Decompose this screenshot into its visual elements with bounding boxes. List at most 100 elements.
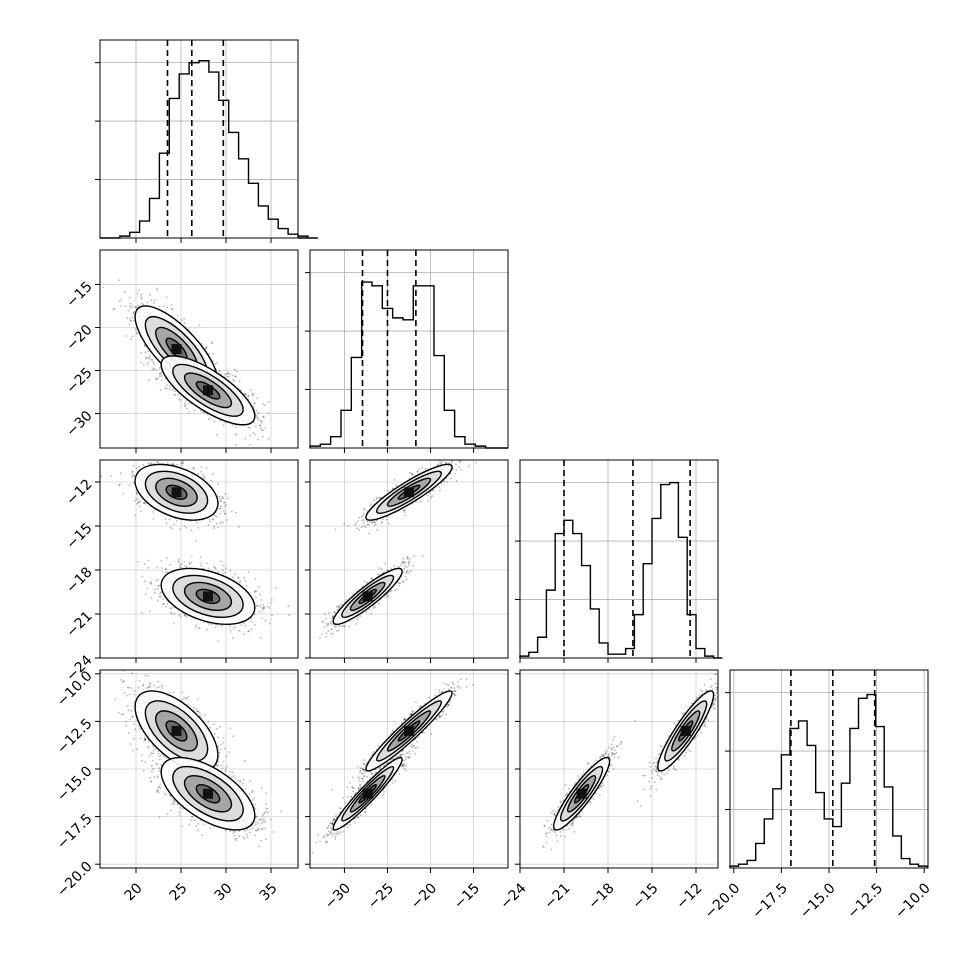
sample-point xyxy=(134,328,137,331)
sample-point xyxy=(185,399,187,402)
sample-point xyxy=(152,362,155,365)
sample-point xyxy=(204,347,207,350)
sample-point xyxy=(131,470,134,473)
sample-point xyxy=(139,361,142,364)
sample-point xyxy=(262,415,265,418)
sample-point xyxy=(254,425,257,428)
sample-point xyxy=(173,613,176,615)
sample-point xyxy=(147,379,150,382)
sample-point xyxy=(153,592,156,594)
sample-point xyxy=(159,592,162,595)
sample-point xyxy=(143,580,146,583)
sample-point xyxy=(145,356,148,359)
sample-point xyxy=(257,438,260,441)
sample-point xyxy=(158,367,161,370)
panel-content xyxy=(100,250,298,454)
sample-point xyxy=(147,361,150,364)
sample-point xyxy=(181,563,183,565)
sample-point xyxy=(169,563,172,566)
sample-point xyxy=(218,495,221,498)
sample-point xyxy=(160,379,163,381)
sample-point xyxy=(155,579,158,582)
sample-point xyxy=(137,501,140,503)
sample-point xyxy=(210,623,213,626)
sample-point xyxy=(134,499,137,502)
sample-point xyxy=(256,397,259,400)
sample-point xyxy=(242,632,245,635)
sample-point xyxy=(132,311,135,314)
sample-point xyxy=(156,599,159,602)
sample-point xyxy=(125,335,127,337)
sample-point xyxy=(159,372,161,375)
histogram-bars xyxy=(309,281,508,449)
sample-point xyxy=(178,566,181,568)
sample-point xyxy=(165,296,168,299)
sample-point xyxy=(287,605,290,608)
sample-point xyxy=(238,380,241,383)
sample-point xyxy=(259,424,262,427)
sample-point xyxy=(147,357,150,359)
sample-point xyxy=(253,421,256,424)
sample-point xyxy=(158,375,161,377)
sample-point xyxy=(234,434,237,436)
sample-point xyxy=(170,612,173,615)
sample-point xyxy=(173,523,176,526)
sample-point xyxy=(247,630,250,633)
sample-point xyxy=(176,463,179,466)
sample-point xyxy=(132,465,135,467)
sample-point xyxy=(247,395,250,398)
sample-point xyxy=(254,433,257,436)
sample-point xyxy=(165,605,168,608)
sample-point xyxy=(222,424,225,427)
sample-point xyxy=(238,525,240,528)
sample-point xyxy=(197,473,200,476)
sample-point xyxy=(225,519,228,521)
sample-point xyxy=(138,289,141,292)
sample-point xyxy=(243,393,246,395)
sample-point xyxy=(184,403,186,406)
sample-point xyxy=(161,567,164,569)
sample-point xyxy=(255,590,258,593)
sample-point xyxy=(207,567,210,570)
histogram-panel-1 xyxy=(305,249,509,453)
sample-point xyxy=(171,462,174,465)
sample-point xyxy=(232,627,235,630)
sample-point xyxy=(205,346,208,349)
sample-point xyxy=(165,571,167,574)
sample-point xyxy=(232,378,235,381)
sample-point xyxy=(129,319,132,322)
sample-point xyxy=(260,429,263,432)
sample-point xyxy=(223,501,225,504)
sample-point xyxy=(143,563,146,565)
sample-point xyxy=(137,502,140,504)
sample-point xyxy=(153,301,155,304)
sample-point xyxy=(259,419,262,422)
sample-point xyxy=(212,527,215,530)
sample-point xyxy=(257,411,260,414)
sample-point xyxy=(147,559,150,562)
sample-point xyxy=(244,392,247,395)
sample-point xyxy=(223,501,226,504)
sample-point xyxy=(181,464,183,467)
sample-point xyxy=(203,621,205,624)
sample-point xyxy=(141,575,144,578)
sample-point xyxy=(259,605,262,608)
sample-point xyxy=(144,357,147,360)
sample-point xyxy=(156,566,159,569)
histogram-bars xyxy=(100,60,318,239)
sample-point xyxy=(274,452,276,454)
sample-point xyxy=(188,402,191,405)
sample-point xyxy=(197,527,200,529)
sample-point xyxy=(250,620,253,623)
panel-frame xyxy=(99,39,299,239)
sample-point xyxy=(258,593,261,596)
sample-point xyxy=(148,356,151,359)
sample-point xyxy=(210,479,212,482)
sample-point xyxy=(157,585,160,587)
scatter-panel-2-0: −24−21−18−15−12 xyxy=(63,459,299,685)
sample-point xyxy=(228,375,230,378)
sample-point xyxy=(124,305,127,308)
sample-point xyxy=(219,499,222,502)
sample-point xyxy=(207,623,210,625)
sample-point xyxy=(219,521,222,524)
